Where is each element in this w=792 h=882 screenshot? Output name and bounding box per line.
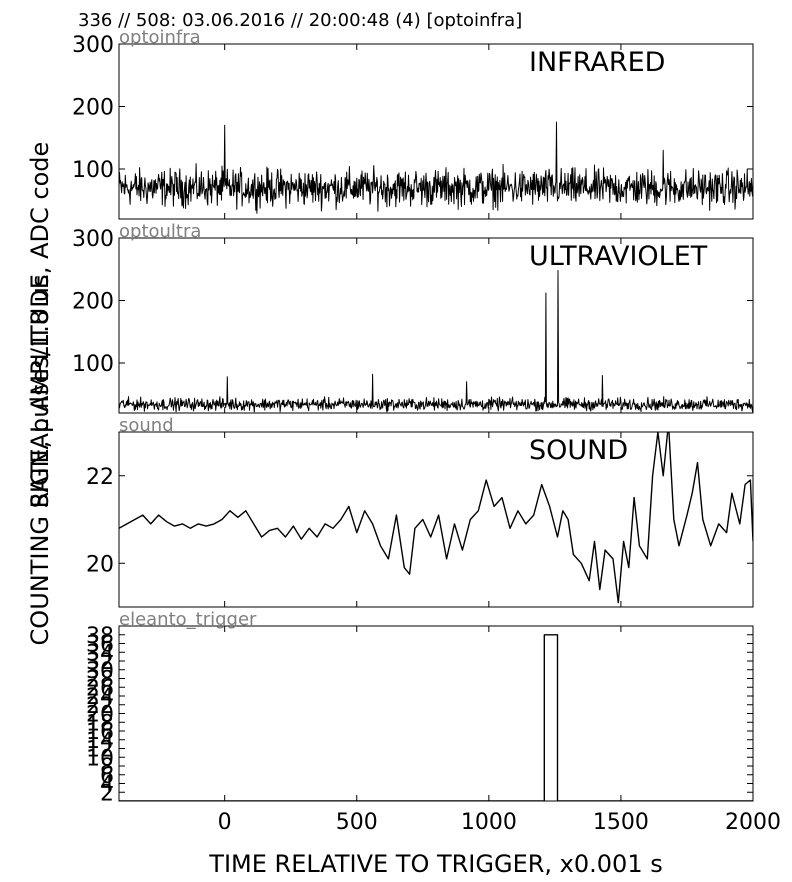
panel-optoinfra: optoinfra INFRARED 100 200 300 xyxy=(72,27,754,220)
panel-frame xyxy=(118,237,754,414)
series-line xyxy=(119,121,753,214)
panel-frame xyxy=(118,431,754,608)
panel-tag: eleanto_trigger xyxy=(119,609,257,630)
y-tick-label: 22 xyxy=(86,465,114,490)
series-line xyxy=(119,634,753,801)
x-tick-label: 500 xyxy=(336,810,378,835)
panel-title: SOUND xyxy=(529,435,628,466)
x-axis-label: TIME RELATIVE TO TRIGGER, x0.001 s xyxy=(208,850,662,878)
panel-title: INFRARED xyxy=(529,47,665,78)
x-tick-label: 2000 xyxy=(725,810,781,835)
y-tick-label: 20 xyxy=(86,552,114,577)
panel-optoultra: optoultra ULTRAVIOLET 100 200 300 xyxy=(72,221,754,414)
panel-title: ULTRAVIOLET xyxy=(529,241,708,272)
y-tick-label: 12 xyxy=(86,738,114,763)
y-tick-label: 100 xyxy=(72,352,114,377)
y-tick-label: 38 xyxy=(86,624,114,649)
series-line xyxy=(119,270,753,413)
panels: optoinfraINFRARED100200300optoultraULTRA… xyxy=(72,27,781,835)
x-tick-label: 1000 xyxy=(461,810,517,835)
panel-tag: optoinfra xyxy=(119,27,201,48)
y-axis-label-counting: COUNTING RATE, pulses/1.8 us xyxy=(26,275,54,646)
y-tick-label: 300 xyxy=(72,227,114,252)
y-tick-label: 26 xyxy=(86,676,114,701)
y-tick-label: 2 xyxy=(100,781,114,806)
y-tick-label: 200 xyxy=(72,290,114,315)
y-tick-label: 24 xyxy=(86,685,114,710)
y-tick-label: 300 xyxy=(72,33,114,58)
y-tick-label: 32 xyxy=(86,650,114,675)
y-tick-label: 4 xyxy=(100,773,114,798)
y-tick-label: 22 xyxy=(86,694,114,719)
figure-header: 336 // 508: 03.06.2016 // 20:00:48 (4) [… xyxy=(78,10,522,31)
series-line xyxy=(119,432,753,604)
y-tick-label: 8 xyxy=(100,755,114,780)
y-tick-label: 36 xyxy=(86,633,114,658)
x-tick-label: 1500 xyxy=(593,810,649,835)
panel-frame xyxy=(118,43,754,220)
y-tick-label: 100 xyxy=(72,158,114,183)
y-axis-label-amplitude: SIGNAL AMPLITUDE, ADC code xyxy=(26,142,54,509)
panel-tag: optoultra xyxy=(119,221,201,242)
y-tick-label: 200 xyxy=(72,96,114,121)
panel-frame xyxy=(118,625,754,802)
panel-eleanto_trigger: eleanto_trigger2468101214161820222426283… xyxy=(86,609,781,835)
y-tick-label: 30 xyxy=(86,659,114,684)
y-tick-label: 34 xyxy=(86,641,114,666)
y-tick-label: 28 xyxy=(86,668,114,693)
y-tick-label: 16 xyxy=(86,720,114,745)
y-tick-label: 20 xyxy=(86,703,114,728)
y-tick-label: 10 xyxy=(86,746,114,771)
panel-sound: sound SOUND 20 22 xyxy=(86,415,754,608)
panel-tag: sound xyxy=(119,415,174,436)
x-tick-label: 0 xyxy=(218,810,232,835)
y-tick-label: 6 xyxy=(100,764,114,789)
y-tick-label: 18 xyxy=(86,711,114,736)
y-tick-label: 14 xyxy=(86,729,114,754)
